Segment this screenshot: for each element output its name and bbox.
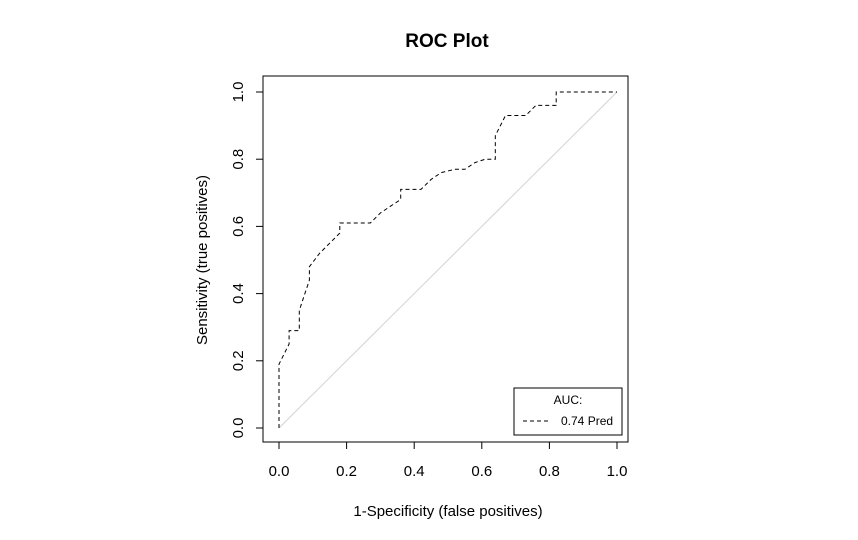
diagonal-reference-line <box>278 91 618 429</box>
legend-title: AUC: <box>554 393 583 407</box>
x-axis-label: 1-Specificity (false positives) <box>353 503 542 520</box>
x-tick-label: 0.0 <box>269 463 290 480</box>
legend-entry-label: 0.74 Pred <box>561 414 613 428</box>
x-tick-label: 0.8 <box>539 463 560 480</box>
legend-box <box>513 387 623 436</box>
x-tick-label: 0.4 <box>404 463 425 480</box>
x-tick-label: 0.6 <box>471 463 492 480</box>
chart-title: ROC Plot <box>405 31 489 52</box>
y-tick-label: 0.0 <box>230 418 247 439</box>
y-tick-label: 0.2 <box>230 350 247 371</box>
y-tick-label: 0.4 <box>230 283 247 304</box>
y-axis-label: Sensitivity (true positives) <box>194 175 211 345</box>
x-tick-label: 1.0 <box>607 463 628 480</box>
y-tick-label: 0.8 <box>230 149 247 170</box>
y-tick-label: 0.6 <box>230 216 247 237</box>
plot-area <box>262 75 629 443</box>
x-axis: 0.0 0.2 0.4 0.6 0.8 1.0 <box>269 441 628 480</box>
y-tick-label: 1.0 <box>230 82 247 103</box>
legend: AUC: 0.74 Pred <box>513 387 623 436</box>
x-tick-label: 0.2 <box>336 463 357 480</box>
y-axis: 0.0 0.2 0.4 0.6 0.8 1.0 <box>230 82 264 439</box>
